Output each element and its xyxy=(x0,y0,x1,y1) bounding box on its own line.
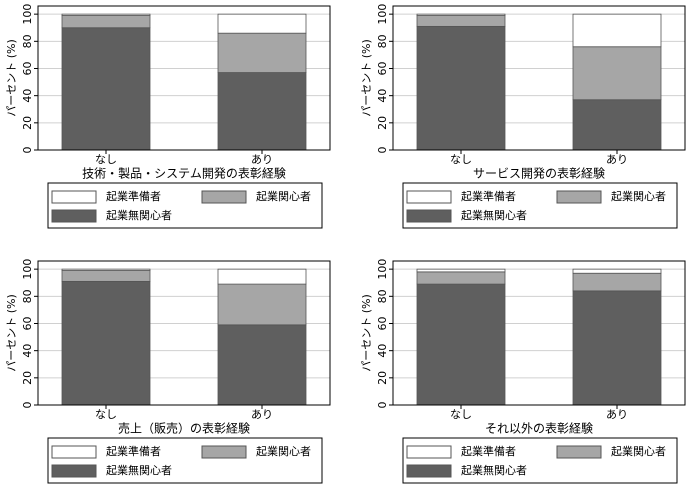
legend-label: 起業無関心者 xyxy=(461,463,527,477)
x-tick-label: あり xyxy=(251,408,273,421)
y-axis-label: パーセント (%) xyxy=(5,294,18,372)
x-tick-label: あり xyxy=(251,153,273,166)
y-tick-label: 100 xyxy=(376,259,389,280)
bar-segment xyxy=(217,32,307,73)
legend-label: 起業準備者 xyxy=(106,189,161,203)
legend-swatch xyxy=(201,445,247,459)
bar-segment xyxy=(61,13,151,16)
y-tick-label: 0 xyxy=(21,402,34,409)
legend-label: 起業準備者 xyxy=(106,444,161,458)
chart: 0 20 40 60 80 100 パーセント (%) なし あり売上（販売）の表彰経験起業準備… xyxy=(5,259,331,484)
x-tick-label: なし xyxy=(95,408,117,421)
y-tick-label: 100 xyxy=(21,259,34,280)
y-tick-label: 20 xyxy=(376,371,389,385)
legend-label: 起業関心者 xyxy=(611,445,666,458)
legend-label: 起業関心者 xyxy=(256,445,311,458)
bar-segment xyxy=(217,324,307,406)
y-tick-label: 40 xyxy=(376,89,389,103)
x-tick-label: あり xyxy=(606,153,628,166)
bar-segment xyxy=(572,268,662,274)
bar-segment xyxy=(217,13,307,34)
bar-segment xyxy=(61,270,151,282)
bar-segment xyxy=(572,290,662,406)
bar-segment xyxy=(572,13,662,48)
legend-swatch xyxy=(406,209,452,223)
bar-segment xyxy=(61,27,151,151)
x-tick-label: なし xyxy=(450,153,472,166)
x-axis-title: それ以外の表彰経験 xyxy=(485,421,593,436)
x-tick-label: なし xyxy=(450,408,472,421)
x-axis-title: 売上（販売）の表彰経験 xyxy=(118,421,250,436)
x-axis-title: 技術・製品・システム開発の表彰経験 xyxy=(82,166,286,181)
bar-segment xyxy=(416,25,506,151)
y-axis-label: パーセント (%) xyxy=(360,294,373,372)
y-tick-label: 20 xyxy=(21,116,34,130)
plot-frame xyxy=(392,5,686,151)
legend-label: 起業準備者 xyxy=(461,444,516,458)
bar-segment xyxy=(572,272,662,292)
legend-swatch xyxy=(51,190,97,204)
y-tick-label: 80 xyxy=(376,34,389,48)
bar-segment xyxy=(416,283,506,406)
chart: 020406080100パーセント (%)なし ありそれ以外の表彰経験起業準備者起… xyxy=(360,259,686,484)
plot-frame xyxy=(392,260,686,406)
x-tick-label: なし xyxy=(95,153,117,166)
bar-segment xyxy=(572,99,662,151)
legend-swatch xyxy=(406,445,452,459)
bar-segment xyxy=(416,15,506,27)
y-tick-label: 60 xyxy=(376,61,389,75)
y-tick-label: 0 xyxy=(376,147,389,154)
bar-segment xyxy=(416,268,506,273)
bar-segment xyxy=(217,268,307,285)
legend-label: 起業無関心者 xyxy=(106,463,172,477)
y-tick-label: 100 xyxy=(21,4,34,25)
bar-segment xyxy=(416,13,506,16)
legend-label: 起業無関心者 xyxy=(461,208,527,222)
y-tick-label: 100 xyxy=(376,4,389,25)
x-axis-title: サービス開発の表彰経験 xyxy=(473,166,605,181)
y-tick-label: 20 xyxy=(376,116,389,130)
legend-swatch xyxy=(406,464,452,478)
y-tick-label: 80 xyxy=(21,289,34,303)
legend-swatch xyxy=(201,190,247,204)
y-tick-label: 0 xyxy=(376,402,389,409)
x-tick-label: あり xyxy=(606,408,628,421)
legend-swatch xyxy=(51,445,97,459)
y-axis-label: パーセント (%) xyxy=(360,39,373,117)
y-tick-label: 80 xyxy=(21,34,34,48)
y-tick-label: 40 xyxy=(376,344,389,358)
y-tick-label: 60 xyxy=(21,316,34,330)
legend-label: 起業無関心者 xyxy=(106,208,172,222)
y-tick-label: 20 xyxy=(21,371,34,385)
legend-label: 起業関心者 xyxy=(611,190,666,203)
legend-swatch xyxy=(51,464,97,478)
legend-label: 起業準備者 xyxy=(461,189,516,203)
legend-swatch xyxy=(556,190,602,204)
bar-segment xyxy=(217,283,307,326)
legend-label: 起業関心者 xyxy=(256,190,311,203)
plot-frame xyxy=(37,5,331,151)
bar-segment xyxy=(572,46,662,101)
y-tick-label: 40 xyxy=(21,89,34,103)
chart: 0 20 40 60 80 100 パーセント (%) なし あり技術・製品・システム開発の表彰… xyxy=(5,4,331,229)
y-tick-label: 60 xyxy=(376,316,389,330)
bar-segment xyxy=(217,72,307,151)
y-tick-label: 80 xyxy=(376,289,389,303)
y-tick-label: 0 xyxy=(21,147,34,154)
legend-swatch xyxy=(51,209,97,223)
bar-segment xyxy=(61,15,151,29)
chart: 0 20 40 60 80 100 パーセント (%) なし ありサービス開発の表彰経験起業準備… xyxy=(360,4,686,229)
legend-swatch xyxy=(556,445,602,459)
bar-segment xyxy=(416,271,506,285)
plot-frame xyxy=(37,260,331,406)
y-tick-label: 60 xyxy=(21,61,34,75)
y-tick-label: 40 xyxy=(21,344,34,358)
bar-segment xyxy=(61,268,151,271)
legend-swatch xyxy=(406,190,452,204)
bar-segment xyxy=(61,280,151,406)
y-axis-label: パーセント (%) xyxy=(5,39,18,117)
